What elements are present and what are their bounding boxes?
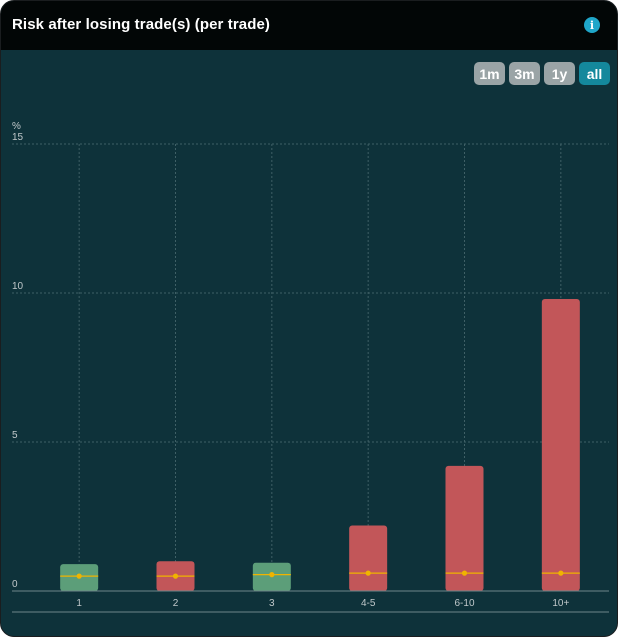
card-header: Risk after losing trade(s) (per trade) i bbox=[1, 1, 617, 50]
y-axis-ticks: 0 5 10 15 bbox=[12, 132, 24, 590]
y-tick-label: 10 bbox=[12, 281, 24, 292]
bar-6-10[interactable] bbox=[445, 465, 484, 591]
range-button-3m[interactable]: 3m bbox=[509, 62, 540, 85]
marker-dot bbox=[461, 570, 468, 576]
y-tick-label: 0 bbox=[12, 579, 18, 590]
range-button-1y[interactable]: 1y bbox=[544, 62, 575, 85]
info-icon[interactable]: i bbox=[584, 17, 600, 33]
bars bbox=[60, 298, 580, 591]
x-tick-label: 3 bbox=[269, 598, 275, 609]
bar-10+[interactable] bbox=[541, 298, 580, 591]
grid-lines bbox=[12, 143, 609, 591]
x-axis-ticks: 1 2 3 4-5 6-10 10+ bbox=[76, 598, 569, 609]
x-tick-label: 1 bbox=[76, 598, 82, 609]
x-tick-label: 2 bbox=[173, 598, 179, 609]
marker-dot bbox=[269, 572, 275, 578]
x-tick-label: 10+ bbox=[552, 598, 569, 609]
y-tick-label: 15 bbox=[12, 132, 24, 143]
marker-dot bbox=[172, 573, 179, 579]
x-tick-label: 6-10 bbox=[454, 598, 474, 609]
y-tick-label: 5 bbox=[12, 430, 18, 441]
marker-dot bbox=[558, 570, 564, 576]
y-unit-label: % bbox=[12, 121, 21, 132]
chart-title: Risk after losing trade(s) (per trade) bbox=[12, 16, 271, 33]
marker-dot bbox=[365, 570, 371, 576]
bar-4-5[interactable] bbox=[349, 525, 388, 591]
marker-dot bbox=[76, 573, 82, 579]
range-button-all[interactable]: all bbox=[579, 62, 610, 85]
range-button-1m[interactable]: 1m bbox=[474, 62, 505, 85]
x-tick-label: 4-5 bbox=[361, 598, 376, 609]
